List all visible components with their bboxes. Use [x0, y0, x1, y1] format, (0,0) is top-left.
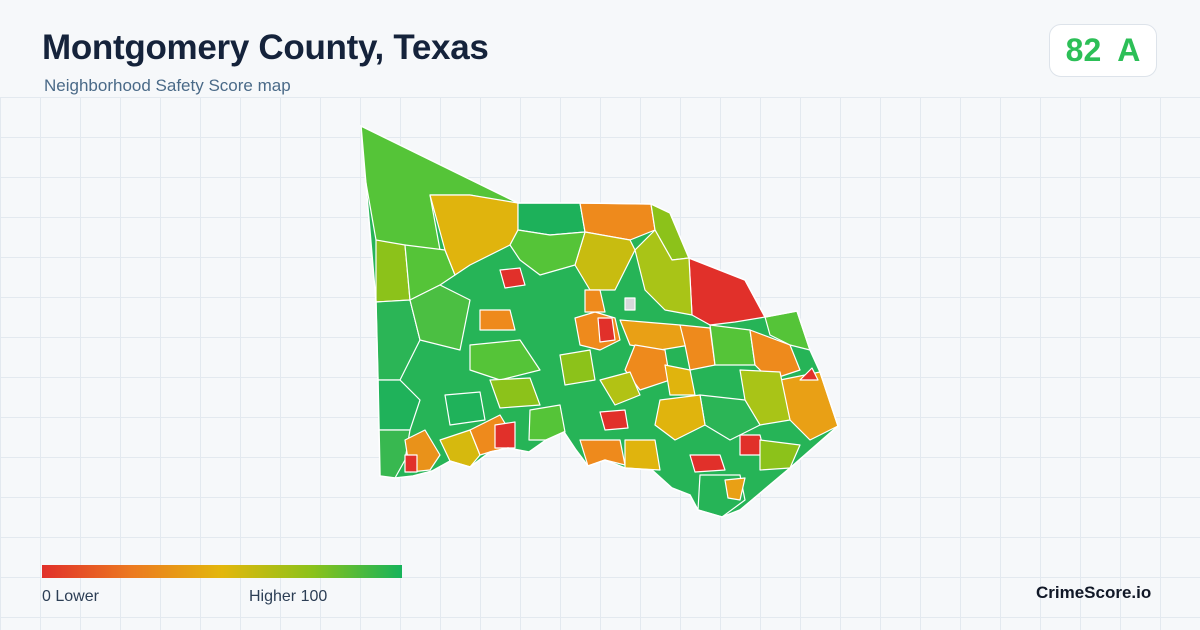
- tract-south-olive[interactable]: [489, 377, 541, 409]
- tract-south-red[interactable]: [494, 421, 516, 449]
- tract-southeast-red[interactable]: [799, 367, 819, 381]
- legend-color-scale: [42, 565, 402, 578]
- tract-southwest-red[interactable]: [404, 454, 418, 473]
- tract-no-data[interactable]: [624, 297, 636, 311]
- tract-east-green[interactable]: [709, 324, 756, 366]
- county-outline: [360, 124, 839, 518]
- safety-grade: A: [1117, 32, 1141, 68]
- tract-city-north[interactable]: [584, 289, 606, 313]
- tract-south-tip-orange[interactable]: [724, 477, 746, 501]
- header-band: [0, 0, 1200, 97]
- tract-west-mid[interactable]: [409, 284, 471, 351]
- tract-central-lime[interactable]: [469, 339, 541, 381]
- tract-west-central[interactable]: [404, 244, 456, 301]
- safety-score-value: 82: [1065, 32, 1102, 68]
- tract-center-olive[interactable]: [559, 349, 596, 386]
- page-subtitle: Neighborhood Safety Score map: [44, 76, 291, 95]
- tract-south-red-2[interactable]: [689, 454, 726, 473]
- tract-city-red[interactable]: [597, 317, 616, 343]
- tract-south-yellow-2[interactable]: [654, 394, 706, 441]
- tract-central-orange[interactable]: [479, 309, 516, 331]
- brand-name: CrimeScore.io: [1036, 583, 1152, 602]
- tract-east-band[interactable]: [619, 319, 691, 351]
- tract-south-yellow[interactable]: [439, 429, 481, 468]
- tract-east-yellow[interactable]: [664, 364, 696, 396]
- legend-min-label: 0 Lower: [42, 588, 99, 605]
- legend-max-label: Higher 100: [249, 588, 328, 605]
- tract-south-orange-2[interactable]: [579, 439, 626, 467]
- page-title: Montgomery County, Texas: [42, 28, 489, 67]
- tract-north-green[interactable]: [517, 202, 586, 236]
- tract-central-red[interactable]: [499, 267, 526, 289]
- tract-east-orange-3[interactable]: [749, 329, 801, 381]
- tract-center-south[interactable]: [599, 371, 641, 406]
- safety-score-card: 82 A: [1049, 24, 1157, 77]
- tract-south-center-red[interactable]: [599, 409, 629, 431]
- tract-southeast-olive[interactable]: [739, 369, 791, 426]
- tract-north-inner[interactable]: [509, 229, 586, 276]
- tract-east-orange[interactable]: [624, 344, 671, 391]
- tract-northeast-olive[interactable]: [634, 229, 693, 316]
- tract-south-yellow-3[interactable]: [624, 439, 661, 471]
- tract-southwest-green[interactable]: [444, 391, 486, 426]
- tract-northeast-red[interactable]: [688, 257, 766, 326]
- tract-southeast-lime[interactable]: [759, 439, 801, 471]
- tract-east-orange-2[interactable]: [679, 324, 716, 371]
